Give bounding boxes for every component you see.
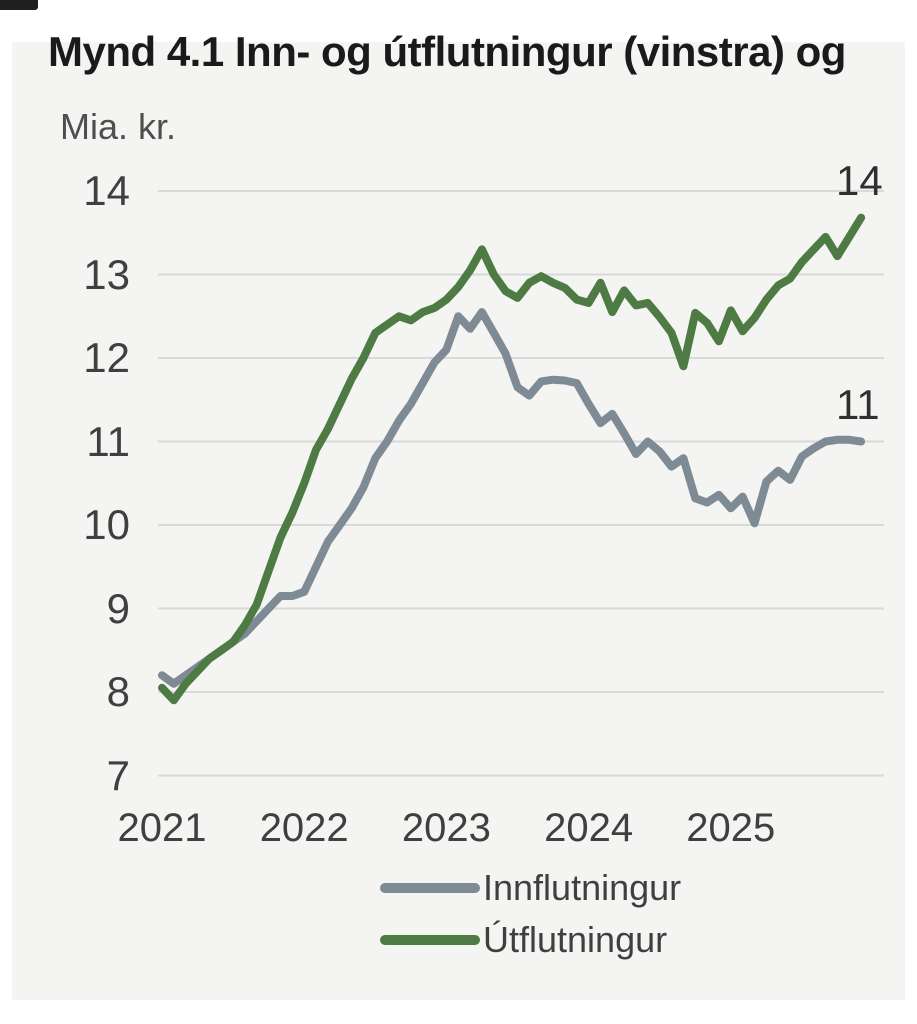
legend-item: Innflutningur — [380, 862, 681, 914]
y-tick-label: 11 — [86, 417, 130, 465]
y-tick-label: 12 — [83, 334, 130, 381]
y-tick-label: 13 — [83, 250, 130, 298]
legend-label: Útflutningur — [483, 919, 668, 960]
top-bar-fragment — [0, 0, 38, 10]
chart-card — [12, 42, 905, 1000]
y-tick-label: 8 — [106, 668, 130, 715]
y-tick-label: 7 — [106, 751, 130, 799]
x-tick-label: 2022 — [259, 806, 349, 850]
x-tick-label: 2023 — [401, 806, 491, 850]
series-end-label-útflutningur: 14 — [836, 156, 883, 204]
y-tick-label: 10 — [83, 501, 130, 548]
series-end-label-innflutningur: 11 — [836, 380, 880, 428]
legend-label: Innflutningur — [483, 867, 682, 908]
legend-swatch-icon — [380, 935, 480, 945]
legend-swatch-icon — [380, 883, 480, 893]
y-axis-unit-label: Mia. kr. — [60, 106, 177, 147]
x-tick-label: 2021 — [117, 806, 207, 850]
legend-item: Útflutningur — [380, 914, 681, 966]
x-tick-label: 2025 — [686, 806, 776, 850]
chart-legend: Innflutningur Útflutningur — [380, 862, 681, 966]
chart-title: Mynd 4.1 Inn- og útflutningur (vinstra) … — [48, 28, 846, 75]
x-tick-label: 2024 — [544, 806, 634, 850]
y-tick-label: 14 — [83, 167, 130, 214]
y-tick-label: 9 — [106, 584, 130, 632]
